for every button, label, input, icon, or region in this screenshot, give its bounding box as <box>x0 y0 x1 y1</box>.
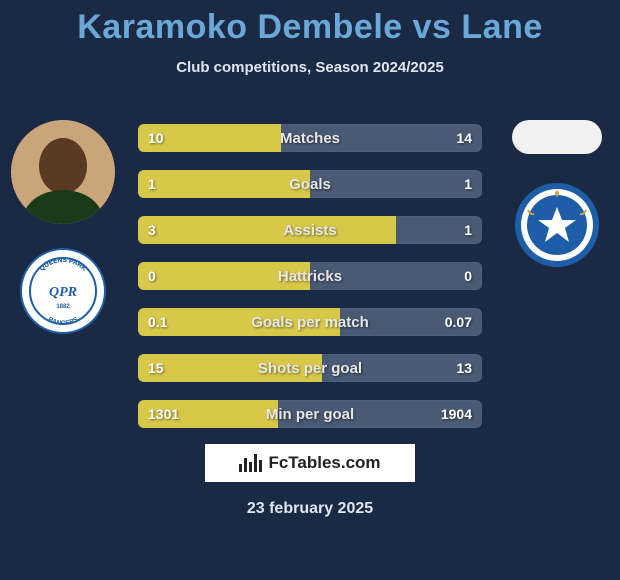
svg-text:QPR: QPR <box>49 285 77 300</box>
footer-date: 23 february 2025 <box>0 500 620 518</box>
stat-row: 1014Matches <box>138 124 482 152</box>
stat-label: Assists <box>138 216 482 244</box>
stat-row: 13011904Min per goal <box>138 400 482 428</box>
stat-row: 00Hattricks <box>138 262 482 290</box>
brand-text: FcTables.com <box>268 453 380 473</box>
stat-label: Goals <box>138 170 482 198</box>
stat-row: 31Assists <box>138 216 482 244</box>
qpr-badge-icon: QPR 1882 QUEENS PARK QUEENS PARK RANGERS <box>20 248 106 334</box>
right-player-column <box>502 120 612 268</box>
stats-bars: 1014Matches 11Goals 31Assists 00Hattricks 0.… <box>138 124 482 428</box>
svg-text:1882: 1882 <box>56 304 70 310</box>
stat-label: Matches <box>138 124 482 152</box>
player-right-club-badge <box>514 182 600 268</box>
stat-row: 1513Shots per goal <box>138 354 482 382</box>
player-left-avatar <box>11 120 115 224</box>
player-left-club-badge: QPR 1882 QUEENS PARK QUEENS PARK RANGERS <box>20 248 106 334</box>
player-right-avatar <box>512 120 602 154</box>
avatar-placeholder-icon <box>11 120 115 224</box>
stat-label: Shots per goal <box>138 354 482 382</box>
stat-row: 0.10.07Goals per match <box>138 308 482 336</box>
portsmouth-badge-icon <box>514 182 600 268</box>
stat-row: 11Goals <box>138 170 482 198</box>
stat-label: Min per goal <box>138 400 482 428</box>
page-title: Karamoko Dembele vs Lane <box>0 8 620 47</box>
page-subtitle: Club competitions, Season 2024/2025 <box>0 59 620 76</box>
stat-label: Goals per match <box>138 308 482 336</box>
brand-logo: FcTables.com <box>205 444 415 482</box>
left-player-column: QPR 1882 QUEENS PARK QUEENS PARK RANGERS <box>8 120 118 334</box>
stat-label: Hattricks <box>138 262 482 290</box>
chart-icon <box>239 454 262 472</box>
